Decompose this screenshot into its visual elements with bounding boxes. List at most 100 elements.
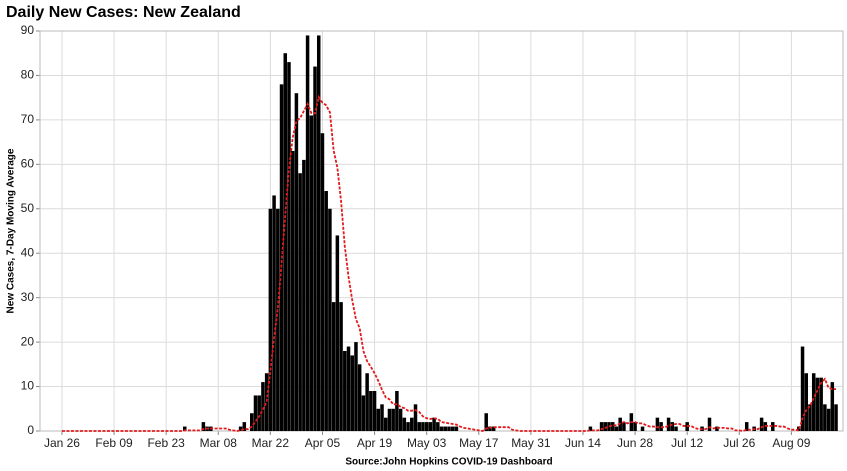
bar — [276, 208, 280, 431]
bar — [313, 66, 317, 432]
bar — [346, 346, 351, 431]
bar — [830, 382, 835, 431]
bar — [350, 355, 354, 431]
y-tick-label: 40 — [21, 245, 35, 259]
bar — [670, 422, 675, 431]
x-tick-label: May 31 — [511, 436, 551, 450]
bar — [484, 413, 488, 431]
bar — [417, 422, 421, 431]
bar — [410, 417, 414, 431]
bar — [432, 417, 436, 431]
bar — [454, 426, 459, 431]
bar — [331, 302, 336, 431]
x-tick-label: Jun 14 — [565, 436, 601, 450]
bar — [305, 35, 310, 431]
bar — [655, 417, 660, 431]
bar — [372, 391, 377, 431]
bar — [744, 422, 749, 431]
bar — [395, 391, 399, 431]
bar — [800, 346, 805, 431]
bar — [603, 422, 608, 431]
bar — [398, 408, 403, 431]
bar — [447, 426, 451, 431]
bar — [759, 417, 764, 431]
bar — [268, 208, 273, 431]
bar — [365, 373, 369, 431]
chart-title: Daily New Cases: New Zealand — [6, 4, 241, 21]
bar — [815, 377, 820, 431]
x-tick-label: May 03 — [407, 436, 447, 450]
bar — [357, 364, 362, 431]
bar — [811, 373, 816, 431]
y-tick-label: 50 — [21, 201, 35, 215]
bar — [264, 373, 269, 431]
bar — [715, 426, 719, 431]
bar — [771, 422, 775, 431]
bar — [343, 351, 347, 431]
y-axis-label: New Cases, 7-Day Moving Average — [6, 148, 17, 313]
x-tick-label: Apr 19 — [357, 436, 393, 450]
bar — [610, 422, 615, 431]
bar — [488, 426, 492, 431]
x-tick-label: Jan 26 — [44, 436, 80, 450]
moving-average-line — [61, 94, 837, 432]
x-tick-label: Mar 08 — [200, 436, 238, 450]
y-tick-label: 70 — [21, 112, 35, 126]
bar — [406, 422, 410, 431]
bar — [250, 413, 254, 431]
bar — [450, 426, 455, 431]
bar — [294, 93, 299, 431]
bar — [369, 391, 373, 431]
bar — [376, 408, 381, 431]
bar — [383, 417, 388, 431]
bar — [309, 115, 314, 431]
bar — [823, 404, 827, 431]
bar — [826, 408, 831, 431]
bar — [707, 417, 712, 431]
bar — [302, 159, 306, 431]
bar — [808, 404, 812, 431]
bar — [666, 417, 671, 431]
bar — [238, 426, 243, 431]
bar — [290, 151, 295, 431]
bar — [834, 404, 838, 431]
x-tick-label: Jul 26 — [723, 436, 755, 450]
bar — [674, 426, 678, 431]
bar — [257, 395, 261, 431]
y-tick-label: 90 — [21, 23, 35, 37]
x-tick-label: Feb 09 — [95, 436, 133, 450]
bar — [283, 53, 287, 431]
bar — [491, 426, 496, 431]
bar — [436, 422, 440, 431]
bar — [201, 422, 206, 431]
y-tick-label: 30 — [21, 290, 35, 304]
bar — [272, 195, 276, 431]
bar — [614, 426, 619, 431]
bar — [316, 35, 321, 431]
bar — [354, 342, 358, 431]
bar — [622, 422, 626, 431]
bar — [298, 173, 302, 431]
bar — [804, 373, 809, 431]
bar — [242, 422, 247, 431]
bar — [599, 422, 604, 431]
bar — [320, 133, 325, 431]
bar — [402, 417, 407, 431]
bar — [183, 426, 187, 431]
bar — [421, 422, 425, 431]
y-tick-label: 20 — [21, 334, 35, 348]
bar — [335, 235, 340, 431]
bar — [413, 404, 418, 431]
bar — [261, 382, 265, 431]
bar — [607, 422, 611, 431]
x-tick-label: Jun 28 — [617, 436, 653, 450]
source-note: Source:John Hopkins COVID-19 Dashboard — [345, 457, 552, 468]
x-tick-label: May 17 — [459, 436, 499, 450]
bar — [361, 395, 366, 431]
y-tick-label: 60 — [21, 157, 35, 171]
bar — [428, 422, 433, 431]
bar — [439, 426, 444, 431]
y-tick-label: 10 — [21, 379, 35, 393]
